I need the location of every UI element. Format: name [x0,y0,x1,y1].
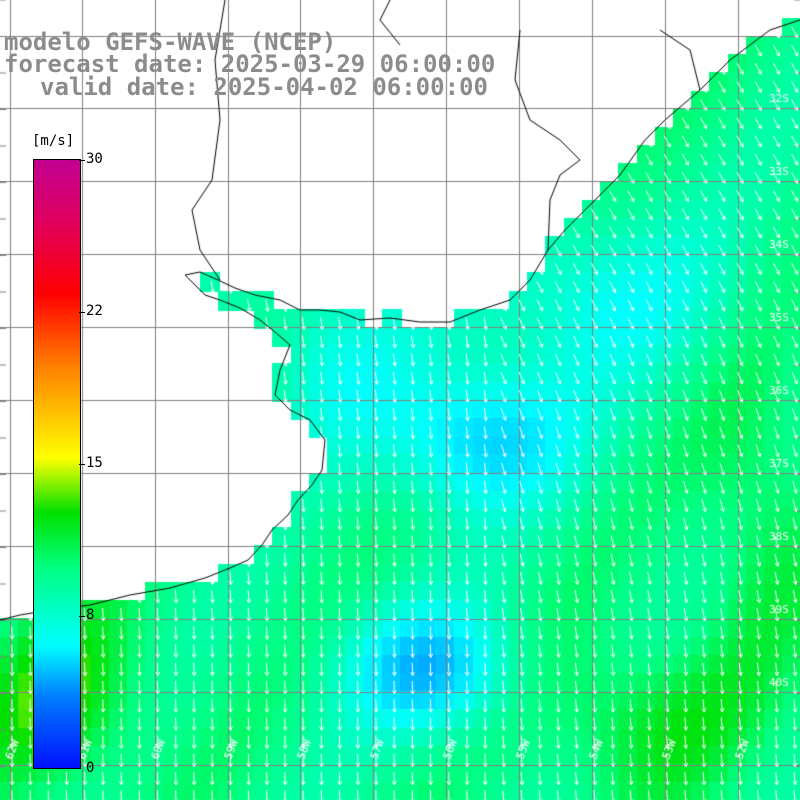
legend-tick-0: 0 [86,760,95,776]
valid-date: valid date: 2025-04-02 06:00:00 [40,73,488,101]
model-title: modelo GEFS-WAVE (NCEP) [4,28,337,56]
legend-unit: [m/s] [32,133,75,149]
legend-tick-15: 15 [86,455,103,471]
legend-colorbar [33,159,81,769]
legend-tick-22: 22 [86,303,103,319]
legend-tick-mark [79,312,85,313]
legend-tick-30: 30 [86,151,103,167]
legend-tick-mark [79,160,85,161]
legend-tick-8: 8 [86,607,95,623]
legend-tick-mark [79,616,85,617]
forecast-date: forecast date: 2025-03-29 06:00:00 [4,50,496,78]
legend-tick-mark [79,464,85,465]
